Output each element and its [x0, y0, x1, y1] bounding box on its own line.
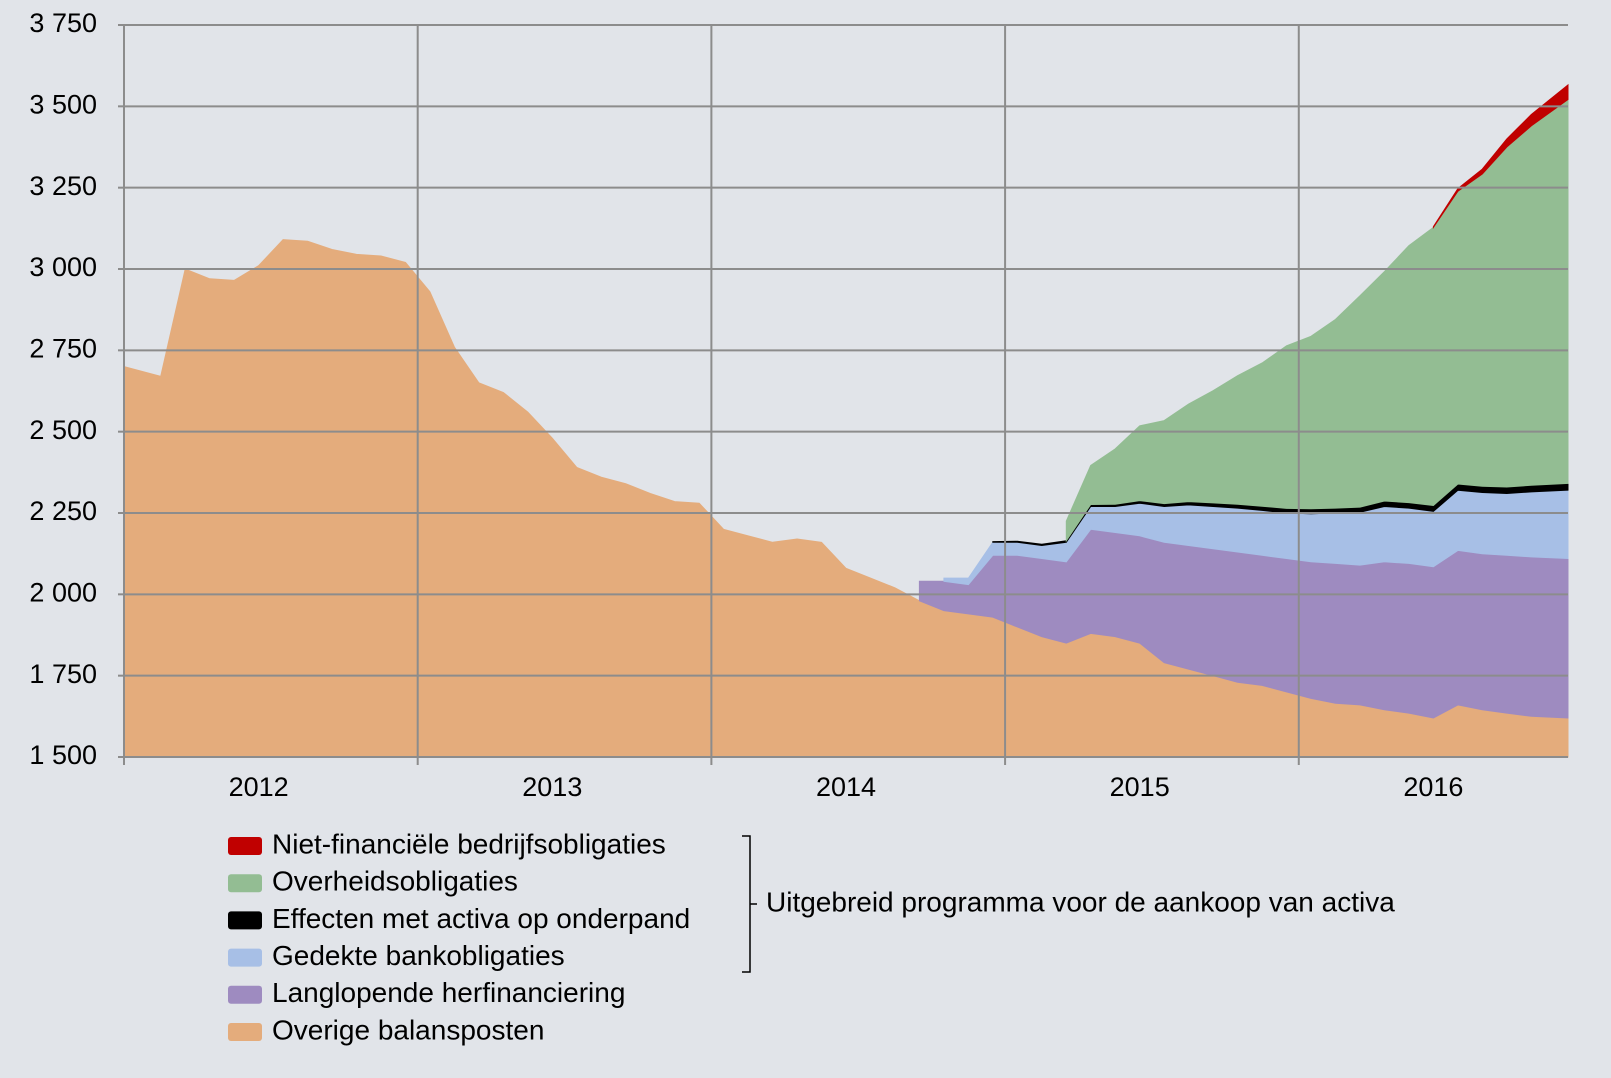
annotation: Uitgebreid programma voor de aankoop van… — [766, 886, 1395, 917]
y-tick-label: 2 000 — [29, 577, 97, 607]
legend-label: Overige balansposten — [272, 1014, 544, 1045]
y-tick-label: 1 500 — [29, 740, 97, 770]
legend-label: Overheidsobligaties — [272, 866, 518, 897]
legend-swatch — [228, 837, 262, 855]
y-tick-label: 3 750 — [29, 8, 97, 38]
plot-area — [123, 25, 1569, 765]
legend-label: Langlopende herfinanciering — [272, 977, 625, 1008]
y-tick-label: 3 000 — [29, 252, 97, 282]
axes: 1 500 1 750 2 000 2 250 2 500 2 750 3 000 3 250… — [29, 8, 1568, 802]
x-tick-label: 2016 — [1403, 772, 1463, 802]
legend-label: Effecten met activa op onderpand — [272, 903, 690, 934]
legend-swatch — [228, 874, 262, 893]
legend-swatch — [228, 948, 262, 967]
legend-swatch — [228, 985, 262, 1004]
x-tick-label: 2015 — [1110, 772, 1170, 802]
y-tick-label: 2 500 — [29, 415, 97, 445]
y-tick-label: 3 500 — [29, 89, 97, 119]
area — [1432, 83, 1569, 230]
x-tick-label: 2014 — [816, 772, 876, 802]
legend-label: Gedekte bankobligaties — [272, 940, 565, 971]
legend-label: Niet-financiële bedrijfsobligaties — [272, 828, 666, 859]
legend-bracket — [742, 835, 757, 973]
legend: Niet-financiële bedrijfsobligaties Overhe… — [228, 828, 690, 1045]
legend-swatch — [228, 1023, 262, 1041]
legend-swatch — [228, 911, 262, 930]
y-tick-label: 1 750 — [29, 659, 97, 689]
y-tick-label: 2 750 — [29, 333, 97, 363]
x-tick-label: 2013 — [522, 772, 582, 802]
area — [1065, 98, 1569, 543]
y-tick-label: 2 250 — [29, 496, 97, 526]
y-tick-label: 3 250 — [29, 171, 97, 201]
x-tick-label: 2012 — [229, 772, 289, 802]
